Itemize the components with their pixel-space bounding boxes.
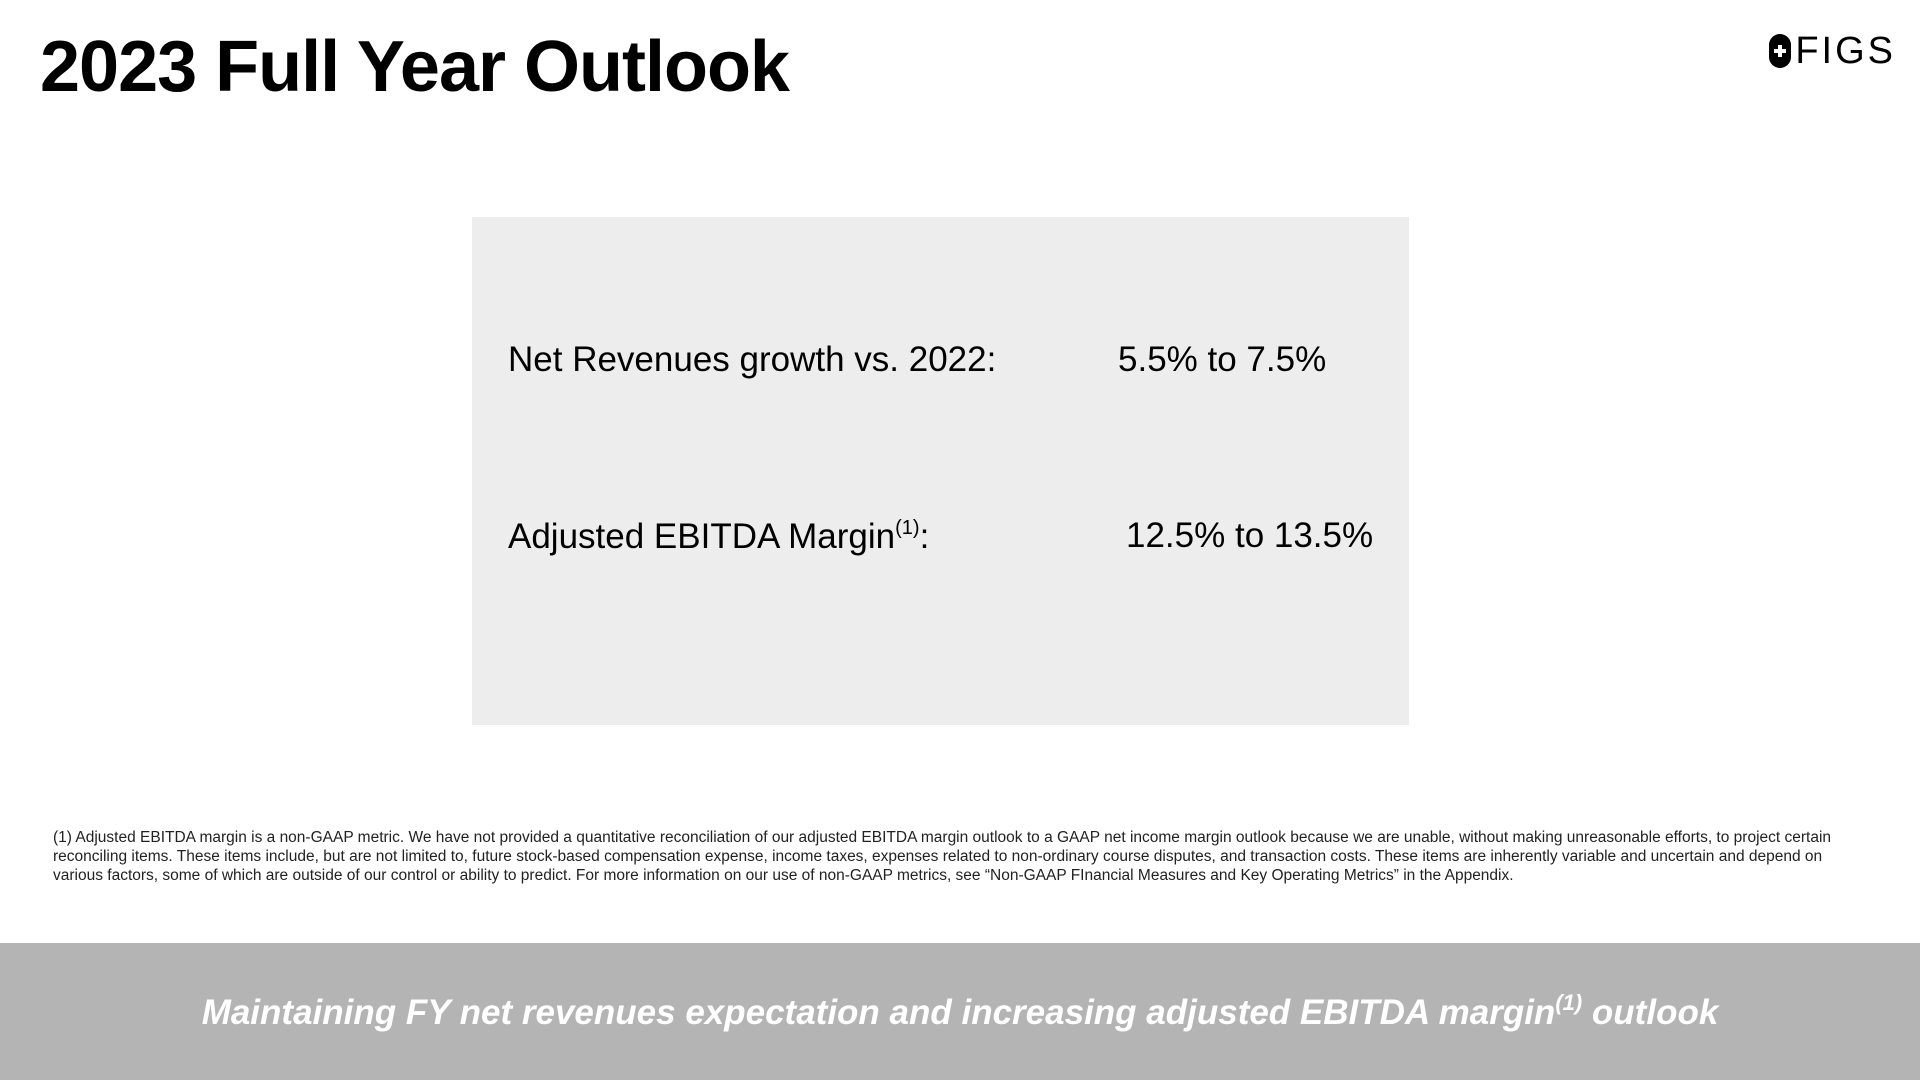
footnote: (1) Adjusted EBITDA margin is a non-GAAP… xyxy=(53,829,1832,884)
figs-plus-icon xyxy=(1769,34,1792,68)
ebitda-margin-label-text: Adjusted EBITDA Margin xyxy=(508,517,896,556)
banner-text: Maintaining FY net revenues expectation … xyxy=(202,990,1719,1033)
net-revenues-label: Net Revenues growth vs. 2022: xyxy=(508,342,996,377)
logo-text: FIGS xyxy=(1795,30,1896,72)
banner-text-main: Maintaining FY net revenues expectation … xyxy=(201,993,1556,1032)
ebitda-label-suffix: : xyxy=(919,517,930,556)
ebitda-margin-value: 12.5% to 13.5% xyxy=(1126,516,1374,555)
net-revenues-value: 5.5% to 7.5% xyxy=(1118,340,1327,379)
page-title: 2023 Full Year Outlook xyxy=(40,27,790,107)
figs-logo: FIGS xyxy=(1769,32,1896,70)
ebitda-footnote-ref: (1) xyxy=(895,517,920,539)
ebitda-margin-label: Adjusted EBITDA Margin(1): xyxy=(508,518,929,554)
outlook-box: Net Revenues growth vs. 2022: 5.5% to 7.… xyxy=(472,217,1409,725)
net-revenues-label-text: Net Revenues growth vs. 2022: xyxy=(508,340,997,379)
banner-footnote-ref: (1) xyxy=(1555,990,1583,1015)
takeaway-banner: Maintaining FY net revenues expectation … xyxy=(0,943,1920,1080)
banner-text-tail: outlook xyxy=(1582,993,1719,1032)
